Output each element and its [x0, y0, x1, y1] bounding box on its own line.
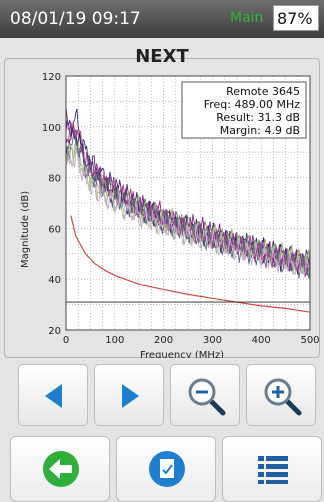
x-tick-label: 100 [105, 335, 124, 346]
battery-percent: 87% [277, 9, 313, 28]
result-freq: Freq: 489.00 MHz [204, 98, 301, 111]
zoom-in-icon [264, 378, 302, 416]
y-tick-label: 100 [42, 123, 61, 134]
series-group [65, 107, 311, 313]
back-button[interactable] [10, 436, 110, 502]
x-tick-label: 500 [300, 335, 319, 346]
x-axis-label: Frequency (MHz) [140, 350, 224, 358]
zoom-in-button[interactable] [246, 364, 316, 426]
result-value: Result: 31.3 dB [216, 111, 300, 124]
battery-indicator: 87% [273, 5, 319, 31]
trace-line [65, 130, 311, 279]
plot-border [65, 75, 311, 331]
x-tick-label: 300 [203, 335, 222, 346]
axis-ticks: 0 100 200 300 400 500 20 40 60 80 100 120 [42, 72, 320, 346]
bottom-toolbar [0, 436, 324, 502]
x-tick-label: 0 [63, 335, 69, 346]
right-triangle-icon [122, 384, 139, 408]
zoom-out-button[interactable] [170, 364, 240, 426]
list-button[interactable] [222, 436, 322, 502]
previous-button[interactable] [18, 364, 88, 426]
x-tick-label: 200 [154, 335, 173, 346]
y-tick-label: 80 [48, 174, 61, 185]
zoom-out-icon [188, 378, 226, 416]
y-axis-label: Magnitude (dB) [20, 191, 31, 268]
navigation-row [0, 364, 324, 426]
list-icon [258, 456, 288, 484]
left-triangle-icon [45, 384, 62, 408]
page-title: NEXT [135, 46, 189, 67]
limit-line [70, 215, 311, 313]
result-remote: Remote 3645 [226, 85, 300, 98]
trace-line [65, 149, 311, 275]
power-source-text: Main [230, 10, 264, 26]
result-box [181, 81, 307, 139]
y-tick-label: 60 [48, 224, 61, 235]
back-arrow-icon [43, 451, 79, 487]
x-tick-label: 400 [252, 335, 271, 346]
report-button[interactable] [116, 436, 216, 502]
chart-panel [4, 58, 320, 358]
next-button[interactable] [94, 364, 164, 426]
status-bar: 08/01/19 09:17 Main 87% [0, 0, 324, 38]
document-check-icon [149, 451, 185, 487]
y-tick-label: 40 [48, 275, 61, 286]
result-margin: Margin: 4.9 dB [220, 124, 300, 137]
datetime-text: 08/01/19 09:17 [10, 9, 141, 29]
trace-line [65, 141, 311, 272]
next-chart[interactable]: 0 100 200 300 400 500 20 40 60 80 100 120 Frequency… [0, 58, 324, 358]
trace-line [65, 122, 311, 278]
y-tick-label: 20 [48, 326, 61, 337]
y-tick-label: 120 [42, 72, 61, 83]
